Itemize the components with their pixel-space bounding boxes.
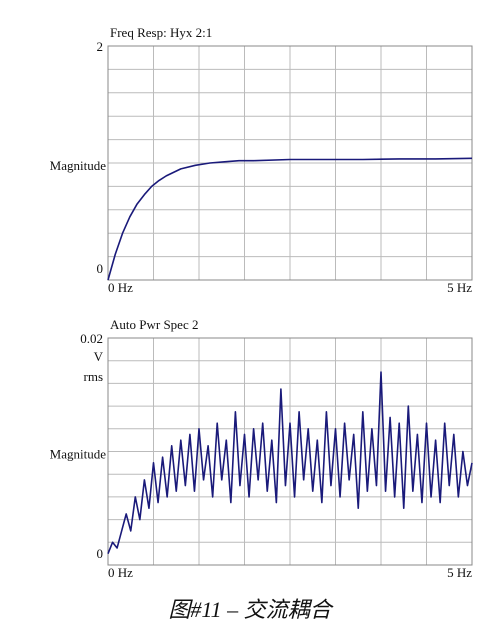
- plot-frame: [107, 45, 473, 281]
- caption: 图#11 – 交流耦合: [168, 597, 334, 622]
- plot-frame: [107, 337, 473, 566]
- y-axis-label: Magnitude: [50, 158, 107, 173]
- x-tick-label: 0 Hz: [108, 280, 133, 295]
- x-tick-label: 0 Hz: [108, 565, 133, 580]
- y-tick-label: 0.02: [80, 331, 103, 346]
- chart-title: Freq Resp: Hyx 2:1: [110, 25, 212, 40]
- chart-title: Auto Pwr Spec 2: [110, 317, 198, 332]
- data-line: [107, 371, 473, 554]
- y-unit: V: [94, 349, 104, 364]
- y-tick-label: 0: [97, 546, 104, 561]
- data-line: [107, 157, 473, 281]
- x-tick-label: 5 Hz: [447, 280, 472, 295]
- y-tick-label: 0: [97, 261, 104, 276]
- y-tick-label: 2: [97, 39, 104, 54]
- y-unit: rms: [84, 369, 104, 384]
- x-tick-label: 5 Hz: [447, 565, 472, 580]
- y-axis-label: Magnitude: [50, 446, 107, 461]
